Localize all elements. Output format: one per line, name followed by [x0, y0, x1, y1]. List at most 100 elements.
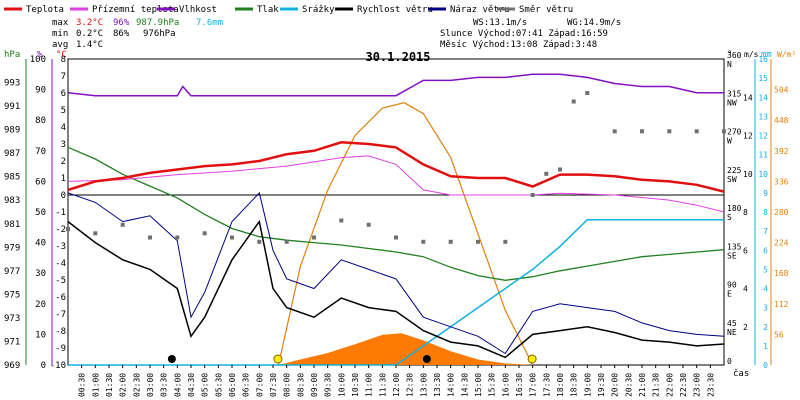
- tick-label-pct: 30: [35, 269, 46, 279]
- tick-label-celsius: 1: [61, 174, 66, 184]
- tick-label-ms: 14: [743, 93, 753, 102]
- x-tick-label: 22:30: [679, 373, 688, 397]
- x-tick-label: 05:00: [201, 373, 210, 397]
- x-tick-label: 01:00: [91, 373, 100, 397]
- tick-label-dir: 135: [727, 242, 742, 251]
- stats-min-label: min: [52, 29, 68, 39]
- x-tick-label: 23:00: [693, 373, 702, 397]
- series-wind-direction-point: [558, 167, 562, 172]
- tick-label-mm: 12: [758, 132, 768, 141]
- legend-label: Tlak: [257, 5, 279, 15]
- series-wind-direction-point: [284, 239, 289, 244]
- tick-label-mm: 1: [763, 342, 768, 351]
- tick-label-dir: 180: [727, 204, 742, 213]
- axis-unit-celsius: °C: [56, 50, 67, 60]
- x-tick-label: 23:30: [706, 373, 715, 397]
- series-wind-direction-point: [120, 222, 125, 227]
- x-axis-ticks: 00:30 01:00 01:30 02:00 02:30 03:00 03:30 04:00…: [78, 365, 715, 397]
- tick-label-mm: 5: [763, 265, 768, 274]
- tick-label-mm: 4: [763, 285, 768, 294]
- series-wind-direction-point: [93, 231, 98, 236]
- stats-max-press: 987.9hPa: [136, 18, 179, 28]
- info-ws: WS:13.1m/s: [473, 18, 527, 28]
- tick-label-dir-cardinal: E: [727, 290, 732, 299]
- tick-label-ms: 6: [743, 246, 748, 255]
- axis-unit-pct: %: [37, 50, 43, 60]
- tick-label-dir: 360: [727, 51, 742, 60]
- series-wind-direction-point: [530, 193, 535, 197]
- series-rain-line: [68, 218, 724, 366]
- tick-label-celsius: 7: [61, 72, 66, 82]
- stats-min-hum: 86%: [113, 29, 130, 39]
- tick-label-mm: 13: [758, 112, 768, 121]
- tick-label-dir-cardinal: SE: [727, 251, 737, 260]
- x-tick-label: 21:00: [638, 373, 647, 397]
- tick-label-wm2: 56: [774, 330, 784, 339]
- x-tick-label: 05:30: [214, 373, 223, 397]
- series-temperature-line: [67, 141, 725, 193]
- tick-label-dir-cardinal: NW: [727, 98, 737, 107]
- series-wind-direction-point: [202, 231, 207, 236]
- stats-min-temp: 0.2°C: [76, 29, 103, 39]
- x-tick-label: 11:00: [365, 373, 374, 397]
- tick-label-hpa: 977: [4, 267, 20, 277]
- tick-label-wm2: 224: [774, 239, 789, 248]
- tick-label-wm2: 168: [774, 269, 789, 278]
- x-tick-label: 03:30: [160, 373, 169, 397]
- tick-label-mm: 0: [763, 361, 768, 370]
- stats-max-label: max: [52, 18, 69, 28]
- series-wind-direction-point: [640, 129, 644, 134]
- tick-label-celsius: -9: [55, 344, 66, 354]
- tick-label-pct: 100: [30, 55, 46, 65]
- series-solar-theoretical-line: [277, 102, 534, 366]
- x-tick-label: 08:00: [283, 373, 292, 397]
- x-tick-label: 09:00: [310, 373, 319, 397]
- stats-avg-temp: 1.4°C: [76, 40, 103, 50]
- tick-label-dir-cardinal: N: [727, 60, 732, 69]
- stats-min-press: 976hPa: [143, 29, 176, 39]
- series-solar-area: [278, 333, 533, 365]
- tick-label-hpa: 987: [4, 149, 20, 159]
- series-wind-direction-point: [312, 235, 316, 240]
- x-tick-label: 02:30: [132, 373, 141, 397]
- x-tick-label: 11:30: [378, 373, 387, 397]
- x-tick-label: 18:30: [570, 373, 579, 397]
- tick-label-hpa: 985: [4, 173, 20, 183]
- tick-label-celsius: 8: [61, 55, 66, 65]
- x-tick-label: 08:30: [296, 373, 305, 397]
- tick-label-pct: 80: [35, 116, 46, 126]
- moonrise-marker: [422, 355, 431, 363]
- x-axis-label: čas: [733, 368, 749, 379]
- tick-label-pct: 0: [41, 361, 46, 371]
- tick-label-mm: 9: [763, 189, 768, 198]
- tick-label-hpa: 975: [4, 290, 20, 300]
- series-wind-direction-point: [476, 239, 480, 244]
- tick-label-wm2: 112: [774, 300, 789, 309]
- tick-label-mm: 11: [758, 151, 768, 160]
- legend-label: Náraz větru: [450, 5, 510, 15]
- tick-label-celsius: -6: [55, 293, 66, 303]
- tick-label-hpa: 983: [4, 196, 20, 206]
- series-wind-direction-point: [544, 171, 549, 176]
- stats-max-temp: 3.2°C: [76, 18, 103, 28]
- x-tick-label: 22:00: [665, 373, 674, 397]
- stats-avg-label: avg: [52, 40, 68, 50]
- x-tick-label: 16:00: [501, 373, 510, 397]
- tick-label-celsius: -10: [50, 361, 66, 371]
- tick-label-mm: 7: [763, 227, 768, 236]
- tick-label-wm2: 504: [774, 86, 789, 95]
- legend: Teplota Přízemní teplota Vlhkost Tlak Srážky…: [4, 5, 573, 15]
- tick-label-dir: 315: [727, 89, 742, 98]
- tick-label-celsius: -5: [55, 276, 66, 286]
- x-tick-label: 16:30: [515, 373, 524, 397]
- tick-label-celsius: 2: [61, 157, 66, 167]
- tick-label-celsius: 6: [61, 89, 66, 99]
- x-tick-label: 15:00: [474, 373, 483, 397]
- series-layer: [66, 73, 726, 366]
- tick-label-pct: 10: [35, 330, 46, 340]
- x-tick-label: 18:00: [556, 373, 565, 397]
- x-tick-label: 20:00: [611, 373, 620, 397]
- x-tick-label: 04:00: [173, 373, 182, 397]
- tick-label-dir-cardinal: SW: [727, 175, 737, 184]
- tick-label-celsius: 4: [61, 123, 66, 133]
